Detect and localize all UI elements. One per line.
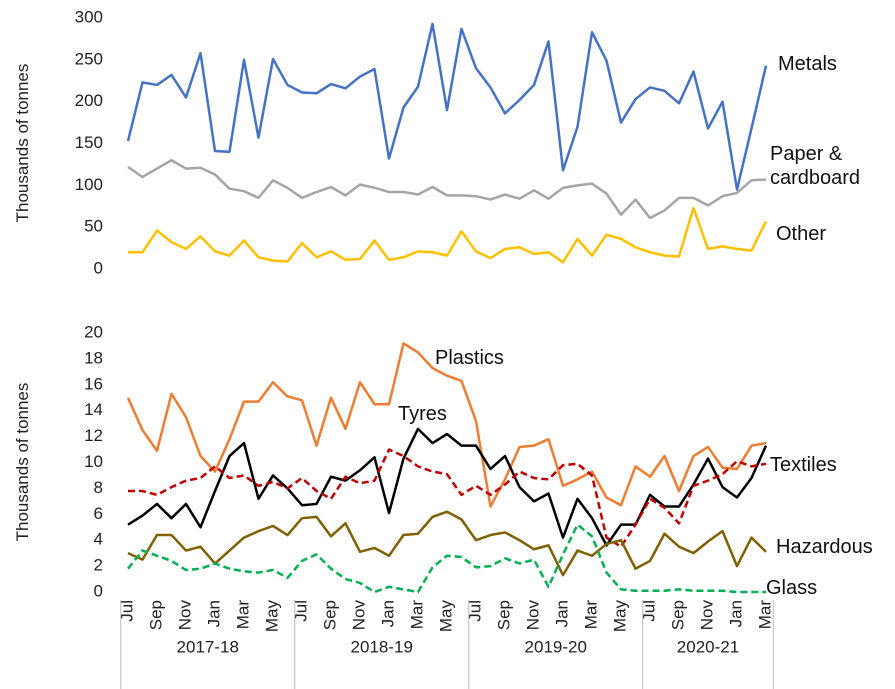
y-tick-label: 300	[75, 7, 103, 26]
x-tick-label: May	[610, 600, 629, 633]
series-label: Paper & cardboard	[770, 143, 861, 189]
x-tick-label: Nov	[349, 600, 368, 631]
y-tick-label: 0	[94, 258, 103, 277]
y-tick-label: 250	[75, 49, 103, 68]
x-tick-label: Sep	[668, 600, 687, 630]
y-tick-label: 18	[84, 348, 103, 367]
series-line	[127, 427, 768, 547]
x-group-label: 2018-19	[351, 637, 413, 656]
y-tick-label: 0	[94, 581, 103, 600]
y-tick-label: 4	[94, 530, 103, 549]
y-axis-label: Thousands of tonnes	[13, 383, 32, 542]
y-tick-label: 150	[75, 133, 103, 152]
x-tick-label: Jul	[291, 600, 310, 622]
x-tick-label: Jan	[726, 600, 745, 627]
x-tick-label: Mar	[233, 600, 252, 630]
y-tick-label: 200	[75, 91, 103, 110]
y-axis-label: Thousands of tonnes	[13, 64, 32, 223]
x-group-label: 2017-18	[177, 637, 239, 656]
series-line	[127, 510, 767, 577]
series-line	[127, 523, 766, 594]
series-label: Other	[776, 223, 827, 245]
x-tick-label: Nov	[697, 600, 716, 631]
y-tick-label: 14	[84, 400, 103, 419]
x-tick-label: Jul	[639, 600, 658, 622]
x-tick-label: Mar	[581, 600, 600, 630]
x-tick-label: May	[262, 600, 281, 633]
x-tick-label: Jan	[552, 600, 571, 627]
y-tick-label: 16	[84, 374, 103, 393]
x-tick-label: Jan	[378, 600, 397, 627]
y-tick-label: 12	[84, 426, 103, 445]
x-tick-label: May	[436, 600, 455, 633]
x-group-label: 2020-21	[677, 637, 739, 656]
x-tick-label: Sep	[494, 600, 513, 630]
y-tick-label: 10	[84, 452, 103, 471]
x-tick-label: Mar	[755, 600, 774, 630]
x-tick-label: Jul	[465, 600, 484, 622]
y-tick-label: 6	[94, 504, 103, 523]
y-tick-label: 100	[75, 175, 103, 194]
x-tick-label: Sep	[146, 600, 165, 630]
series-line	[127, 158, 767, 220]
x-tick-label: Jul	[117, 600, 136, 622]
series-label: Textiles	[770, 454, 837, 476]
series-label: Glass	[766, 577, 818, 599]
series-line	[128, 448, 767, 548]
series-line	[126, 342, 767, 508]
series-line	[126, 22, 768, 191]
x-tick-label: Nov	[175, 600, 194, 631]
x-tick-label: Jan	[204, 600, 223, 627]
y-tick-label: 50	[84, 217, 103, 236]
x-tick-label: Sep	[320, 600, 339, 630]
y-tick-label: 8	[94, 478, 103, 497]
x-group-label: 2019-20	[525, 637, 587, 656]
series-label: Plastics	[435, 347, 504, 369]
x-tick-label: Nov	[523, 600, 542, 631]
y-tick-label: 2	[94, 556, 103, 575]
series-label: Metals	[778, 53, 837, 75]
x-tick-label: Mar	[407, 600, 426, 630]
series-line	[128, 206, 768, 264]
series-label: Hazardous	[776, 536, 873, 558]
y-tick-label: 20	[84, 322, 103, 341]
series-label: Tyres	[398, 403, 447, 425]
